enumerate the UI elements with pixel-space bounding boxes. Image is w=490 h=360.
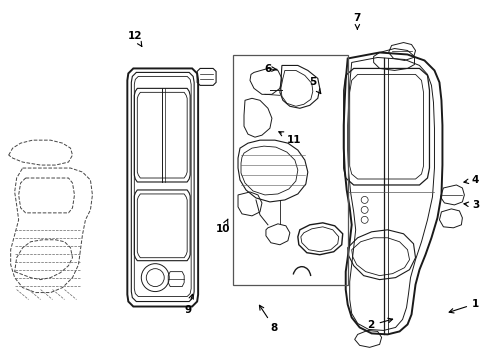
Bar (233, 55, 348, 285)
Text: 3: 3 (464, 200, 479, 210)
Text: 4: 4 (464, 175, 479, 185)
Text: 9: 9 (184, 294, 194, 315)
Text: 8: 8 (259, 305, 278, 333)
Text: 7: 7 (354, 13, 361, 29)
Text: 1: 1 (449, 299, 479, 313)
Text: 11: 11 (279, 132, 301, 145)
Text: 2: 2 (368, 318, 392, 330)
Text: 5: 5 (309, 77, 321, 94)
Text: 10: 10 (216, 219, 230, 234)
Text: 6: 6 (264, 64, 277, 74)
Text: 12: 12 (128, 31, 142, 46)
